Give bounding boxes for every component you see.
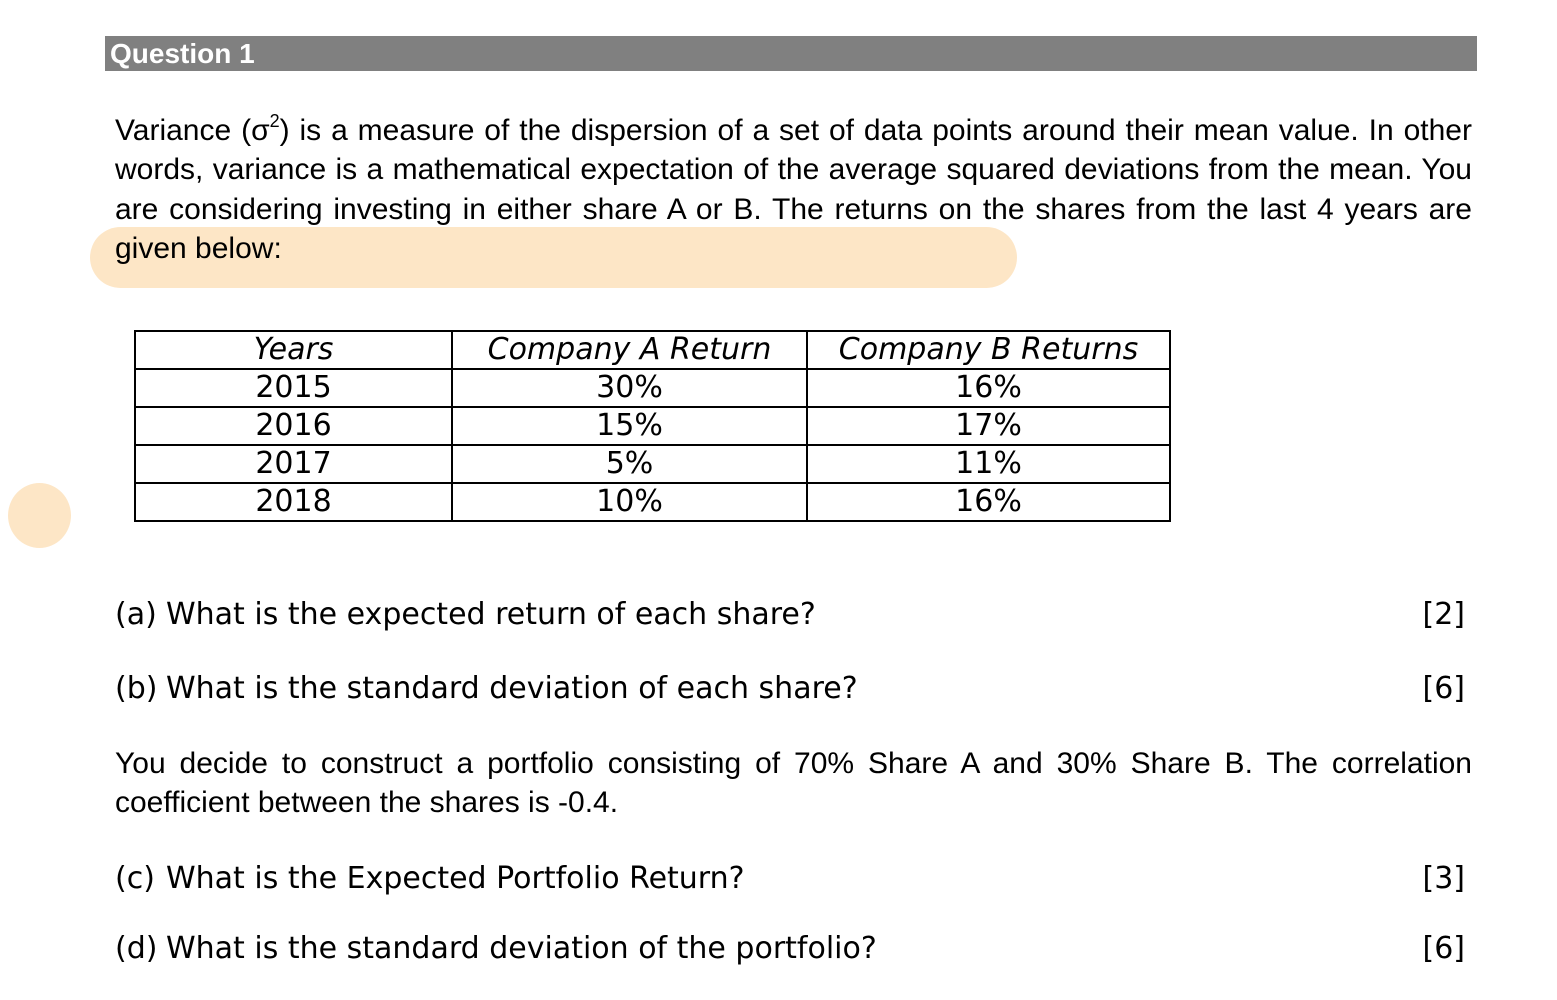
question-text: What is the expected return of each shar… [166, 597, 816, 632]
returns-table: Years Company A Return Company B Returns… [134, 330, 1171, 522]
cell-company-a: 5% [451, 444, 808, 484]
header-company-a: Company A Return [451, 330, 808, 370]
cell-company-b: 16% [806, 482, 1171, 522]
table-row: 2015 30% 16% [134, 368, 1171, 408]
cell-company-a: 10% [451, 482, 808, 522]
header-years: Years [134, 330, 453, 370]
cell-company-b: 11% [806, 444, 1171, 484]
question-label: (b) [115, 671, 158, 706]
header-company-b: Company B Returns [806, 330, 1171, 370]
question-label: (c) [115, 861, 155, 896]
cell-year: 2016 [134, 406, 453, 446]
intro-paragraph: Variance (σ2) is a measure of the disper… [115, 111, 1472, 268]
cell-year: 2018 [134, 482, 453, 522]
question-a: (a) What is the expected return of each s… [115, 597, 1467, 633]
cell-year: 2015 [134, 368, 453, 408]
highlight-dot-mark [8, 483, 71, 548]
question-marks: [3] [1422, 861, 1466, 896]
cell-year: 2017 [134, 444, 453, 484]
question-c: (c) What is the Expected Portfolio Return… [115, 861, 1467, 897]
question-marks: [6] [1422, 671, 1466, 706]
question-label: (a) [115, 597, 157, 632]
intro-text-rest: ) is a measure of the dispersion of a se… [115, 114, 1472, 265]
question-b: (b) What is the standard deviation of eac… [115, 671, 1467, 707]
question-label: (d) [115, 931, 158, 966]
superscript-two: 2 [269, 111, 280, 131]
table-row: 2016 15% 17% [134, 406, 1171, 446]
cell-company-b: 16% [806, 368, 1171, 408]
cell-company-a: 15% [451, 406, 808, 446]
text-highlight-mark [90, 227, 1017, 288]
question-text: What is the Expected Portfolio Return? [166, 861, 745, 896]
question-marks: [6] [1422, 931, 1466, 966]
question-marks: [2] [1422, 597, 1466, 632]
question-d: (d) What is the standard deviation of the… [115, 931, 1467, 967]
table-row: 2018 10% 16% [134, 482, 1171, 522]
cell-company-a: 30% [451, 368, 808, 408]
table-header-row: Years Company A Return Company B Returns [134, 330, 1171, 370]
table-row: 2017 5% 11% [134, 444, 1171, 484]
question-text: What is the standard deviation of each s… [166, 671, 858, 706]
portfolio-paragraph: You decide to construct a portfolio cons… [115, 747, 1472, 819]
cell-company-b: 17% [806, 406, 1171, 446]
question-text: What is the standard deviation of the po… [166, 931, 877, 966]
question-header: Question 1 [105, 36, 1477, 71]
intro-text-start: Variance (σ [115, 114, 270, 147]
